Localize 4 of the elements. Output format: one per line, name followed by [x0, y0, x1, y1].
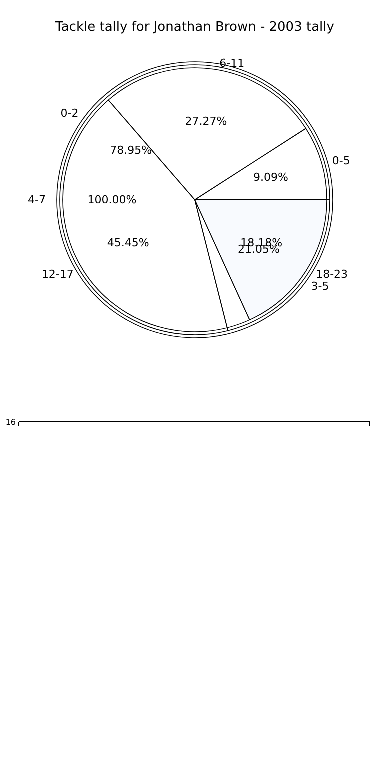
text: 16	[6, 418, 16, 427]
slice-label: 0-5	[332, 154, 350, 168]
slice-label: 4-7	[28, 194, 46, 206]
chart-title: Tackle tally for Jonathan Brown - 2003 tally	[54, 20, 335, 35]
